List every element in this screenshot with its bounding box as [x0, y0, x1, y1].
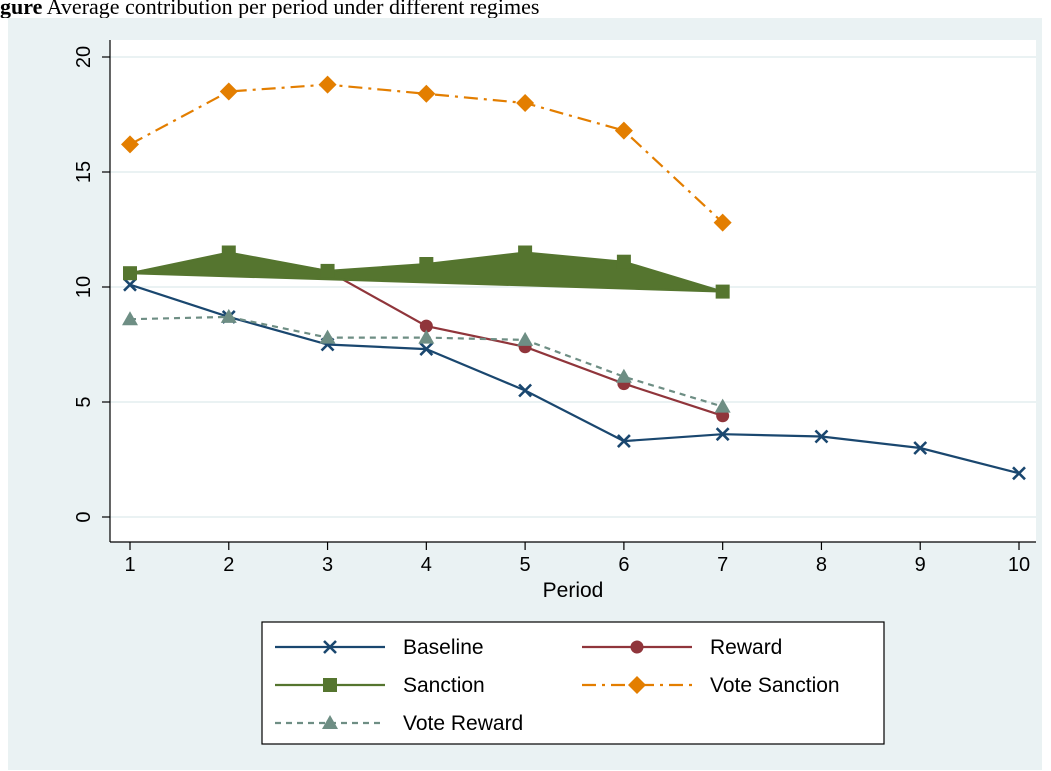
legend-marker-sanction — [323, 678, 337, 692]
series-baseline — [123, 277, 1026, 481]
point-reward-4 — [419, 319, 433, 333]
series-vote-reward — [122, 308, 731, 413]
x-tick-label-7: 7 — [717, 554, 728, 576]
legend-marker-baseline — [323, 640, 337, 654]
point-sanction-1 — [123, 266, 137, 281]
x-tick-label-5: 5 — [520, 554, 531, 576]
point-vote-reward-5 — [517, 331, 534, 346]
point-vote-reward-7 — [714, 398, 731, 413]
figure-caption-label: gure — [0, 0, 43, 18]
point-baseline-9 — [913, 441, 928, 455]
legend-item-vote-sanction: Vote Sanction — [582, 674, 840, 697]
point-baseline-6 — [616, 434, 631, 449]
legend: Baseline Reward Sanction Vote Sanction Vote … — [261, 621, 885, 745]
point-baseline-4 — [419, 342, 434, 357]
x-tick-label-6: 6 — [618, 554, 629, 576]
x-tick-label-9: 9 — [915, 554, 926, 576]
point-baseline-10 — [1012, 466, 1026, 481]
point-baseline-7 — [715, 427, 730, 442]
series-line-baseline — [129, 283, 1020, 475]
point-vote-reward-2 — [220, 308, 237, 323]
figure-caption: gure Average contribution per period und… — [0, 0, 1051, 18]
point-baseline-1 — [123, 277, 137, 292]
y-tick-label-0: 0 — [73, 511, 95, 522]
point-vote-sanction-4 — [417, 84, 436, 103]
point-vote-sanction-3 — [318, 75, 337, 94]
legend-marker-reward — [630, 640, 644, 654]
point-vote-reward-4 — [418, 329, 435, 344]
plot-area — [110, 40, 1036, 542]
x-tick-label-1: 1 — [124, 554, 135, 576]
point-sanction-7 — [715, 284, 730, 299]
legend-label-vote-sanction: Vote Sanction — [710, 674, 840, 697]
series-area-sanction — [129, 251, 723, 293]
point-sanction-3 — [320, 263, 335, 278]
point-vote-sanction-6 — [614, 121, 633, 140]
legend-marker-vote-reward — [322, 715, 338, 729]
series-vote-sanction — [121, 75, 732, 232]
legend-item-reward: Reward — [582, 636, 782, 659]
figure-caption-text: Average contribution per period under di… — [46, 0, 540, 18]
legend-item-sanction: Sanction — [275, 674, 485, 697]
point-baseline-8 — [814, 429, 829, 444]
x-axis-title: Period — [543, 579, 604, 602]
point-vote-sanction-1 — [121, 135, 139, 154]
point-vote-sanction-7 — [713, 213, 732, 232]
point-vote-reward-1 — [122, 311, 138, 326]
x-tick-label-2: 2 — [223, 554, 234, 576]
point-sanction-4 — [419, 257, 434, 271]
y-tick-label-10: 10 — [73, 276, 95, 298]
point-vote-reward-6 — [615, 368, 632, 383]
point-baseline-5 — [518, 383, 533, 398]
x-tick-label-4: 4 — [421, 554, 432, 576]
point-vote-reward-3 — [319, 329, 336, 344]
legend-label-reward: Reward — [710, 636, 782, 659]
legend-label-sanction: Sanction — [403, 674, 485, 697]
y-tick-label-20: 20 — [73, 46, 95, 68]
y-tick-label-5: 5 — [73, 396, 95, 407]
point-vote-sanction-2 — [219, 82, 238, 101]
point-sanction-6 — [616, 254, 631, 269]
legend-marker-vote-sanction — [628, 676, 646, 694]
point-sanction-2 — [221, 245, 236, 260]
legend-item-vote-reward: Vote Reward — [275, 712, 523, 735]
y-tick-label-15: 15 — [73, 161, 95, 183]
legend-label-vote-reward: Vote Reward — [403, 712, 523, 735]
point-vote-sanction-5 — [516, 94, 535, 112]
series-sanction — [123, 245, 730, 299]
point-sanction-5 — [518, 245, 533, 260]
legend-item-baseline: Baseline — [275, 636, 484, 659]
x-tick-label-8: 8 — [816, 554, 827, 576]
legend-label-baseline: Baseline — [403, 636, 484, 659]
x-tick-label-3: 3 — [322, 554, 333, 576]
x-tick-label-10: 10 — [1008, 554, 1030, 576]
